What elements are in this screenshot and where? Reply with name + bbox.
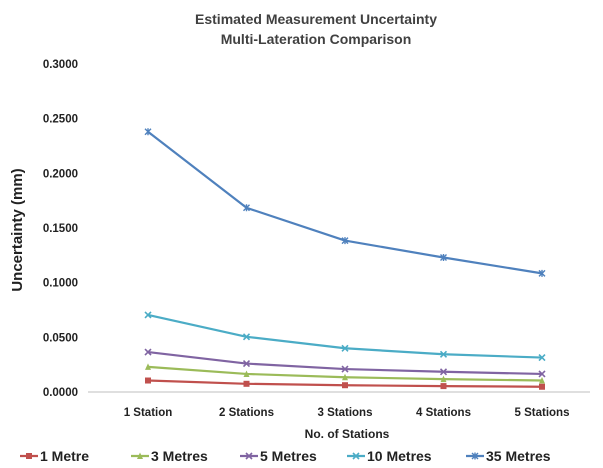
- series-10-metres: [144, 311, 546, 362]
- y-tick-label: 0.1000: [43, 278, 78, 290]
- y-tick-label: 0.0000: [43, 387, 78, 399]
- y-tick-label: 0.2500: [43, 114, 78, 126]
- legend-item: 5 Metres: [240, 448, 317, 464]
- data-point: [243, 370, 250, 377]
- data-point: [341, 344, 349, 352]
- legend-label: 10 Metres: [367, 448, 432, 464]
- legend-item: 10 Metres: [347, 448, 432, 464]
- series-line: [147, 313, 543, 359]
- x-tick-label: 4 Stations: [416, 407, 471, 419]
- series-5-metres: [144, 348, 546, 378]
- data-point: [342, 382, 348, 389]
- data-point: [439, 368, 448, 376]
- data-point: [144, 311, 152, 319]
- data-point: [539, 383, 545, 390]
- x-axis-title: No. of Stations: [305, 427, 390, 441]
- data-point: [539, 377, 545, 384]
- legend-item: 35 Metres: [466, 448, 551, 464]
- data-point: [242, 360, 251, 368]
- data-point: [243, 380, 250, 387]
- legend-marker: [137, 452, 143, 459]
- series-35-metres: [144, 128, 546, 277]
- chart-title: Estimated Measurement Uncertainty: [195, 11, 437, 27]
- data-point: [440, 375, 447, 383]
- series-layer: [144, 128, 546, 390]
- data-point: [538, 269, 546, 277]
- legend-label: 5 Metres: [260, 448, 317, 464]
- data-point: [538, 370, 546, 378]
- x-tick-label: 1 Station: [124, 407, 173, 419]
- x-tick-label: 2 Stations: [219, 407, 274, 419]
- data-point: [144, 348, 152, 356]
- data-point: [243, 204, 250, 212]
- data-point: [538, 353, 546, 362]
- legend-marker: [352, 452, 360, 460]
- data-point: [144, 128, 152, 136]
- y-axis-ticks: 0.0000 0.0500 0.1000 0.1500 0.2000 0.2500 0.30…: [43, 59, 78, 399]
- data-point: [145, 377, 151, 384]
- y-axis-title: Uncertainty (mm): [9, 168, 26, 291]
- y-tick-label: 0.1500: [43, 223, 78, 235]
- data-point: [145, 363, 151, 370]
- series-line: [147, 130, 543, 275]
- legend-marker: [245, 452, 253, 460]
- x-axis-ticks: 1 Station 2 Stations 3 Stations 4 Stations 5…: [124, 407, 570, 419]
- legend: 1 Metre 3 Metres 5 Metres 10 Metres 35 Metre…: [20, 448, 551, 464]
- data-point: [341, 365, 349, 373]
- series-1-metre: [145, 377, 545, 390]
- y-tick-label: 0.0500: [43, 332, 78, 344]
- data-point: [341, 237, 349, 245]
- x-tick-label: 3 Stations: [318, 407, 373, 419]
- legend-label: 35 Metres: [486, 448, 551, 464]
- y-tick-label: 0.2000: [43, 168, 78, 180]
- x-tick-label: 5 Stations: [515, 407, 570, 419]
- data-point: [440, 254, 447, 262]
- data-point: [342, 373, 348, 381]
- data-point: [440, 383, 447, 390]
- chart-subtitle: Multi-Lateration Comparison: [221, 31, 412, 47]
- data-point: [242, 333, 251, 341]
- legend-item: 1 Metre: [20, 448, 89, 464]
- legend-marker: [471, 452, 479, 460]
- legend-label: 1 Metre: [40, 448, 89, 464]
- legend-marker: [26, 453, 32, 459]
- data-point: [439, 350, 448, 358]
- legend-item: 3 Metres: [131, 448, 208, 464]
- series-3-metres: [145, 363, 545, 384]
- y-tick-label: 0.3000: [43, 59, 78, 71]
- legend-label: 3 Metres: [151, 448, 208, 464]
